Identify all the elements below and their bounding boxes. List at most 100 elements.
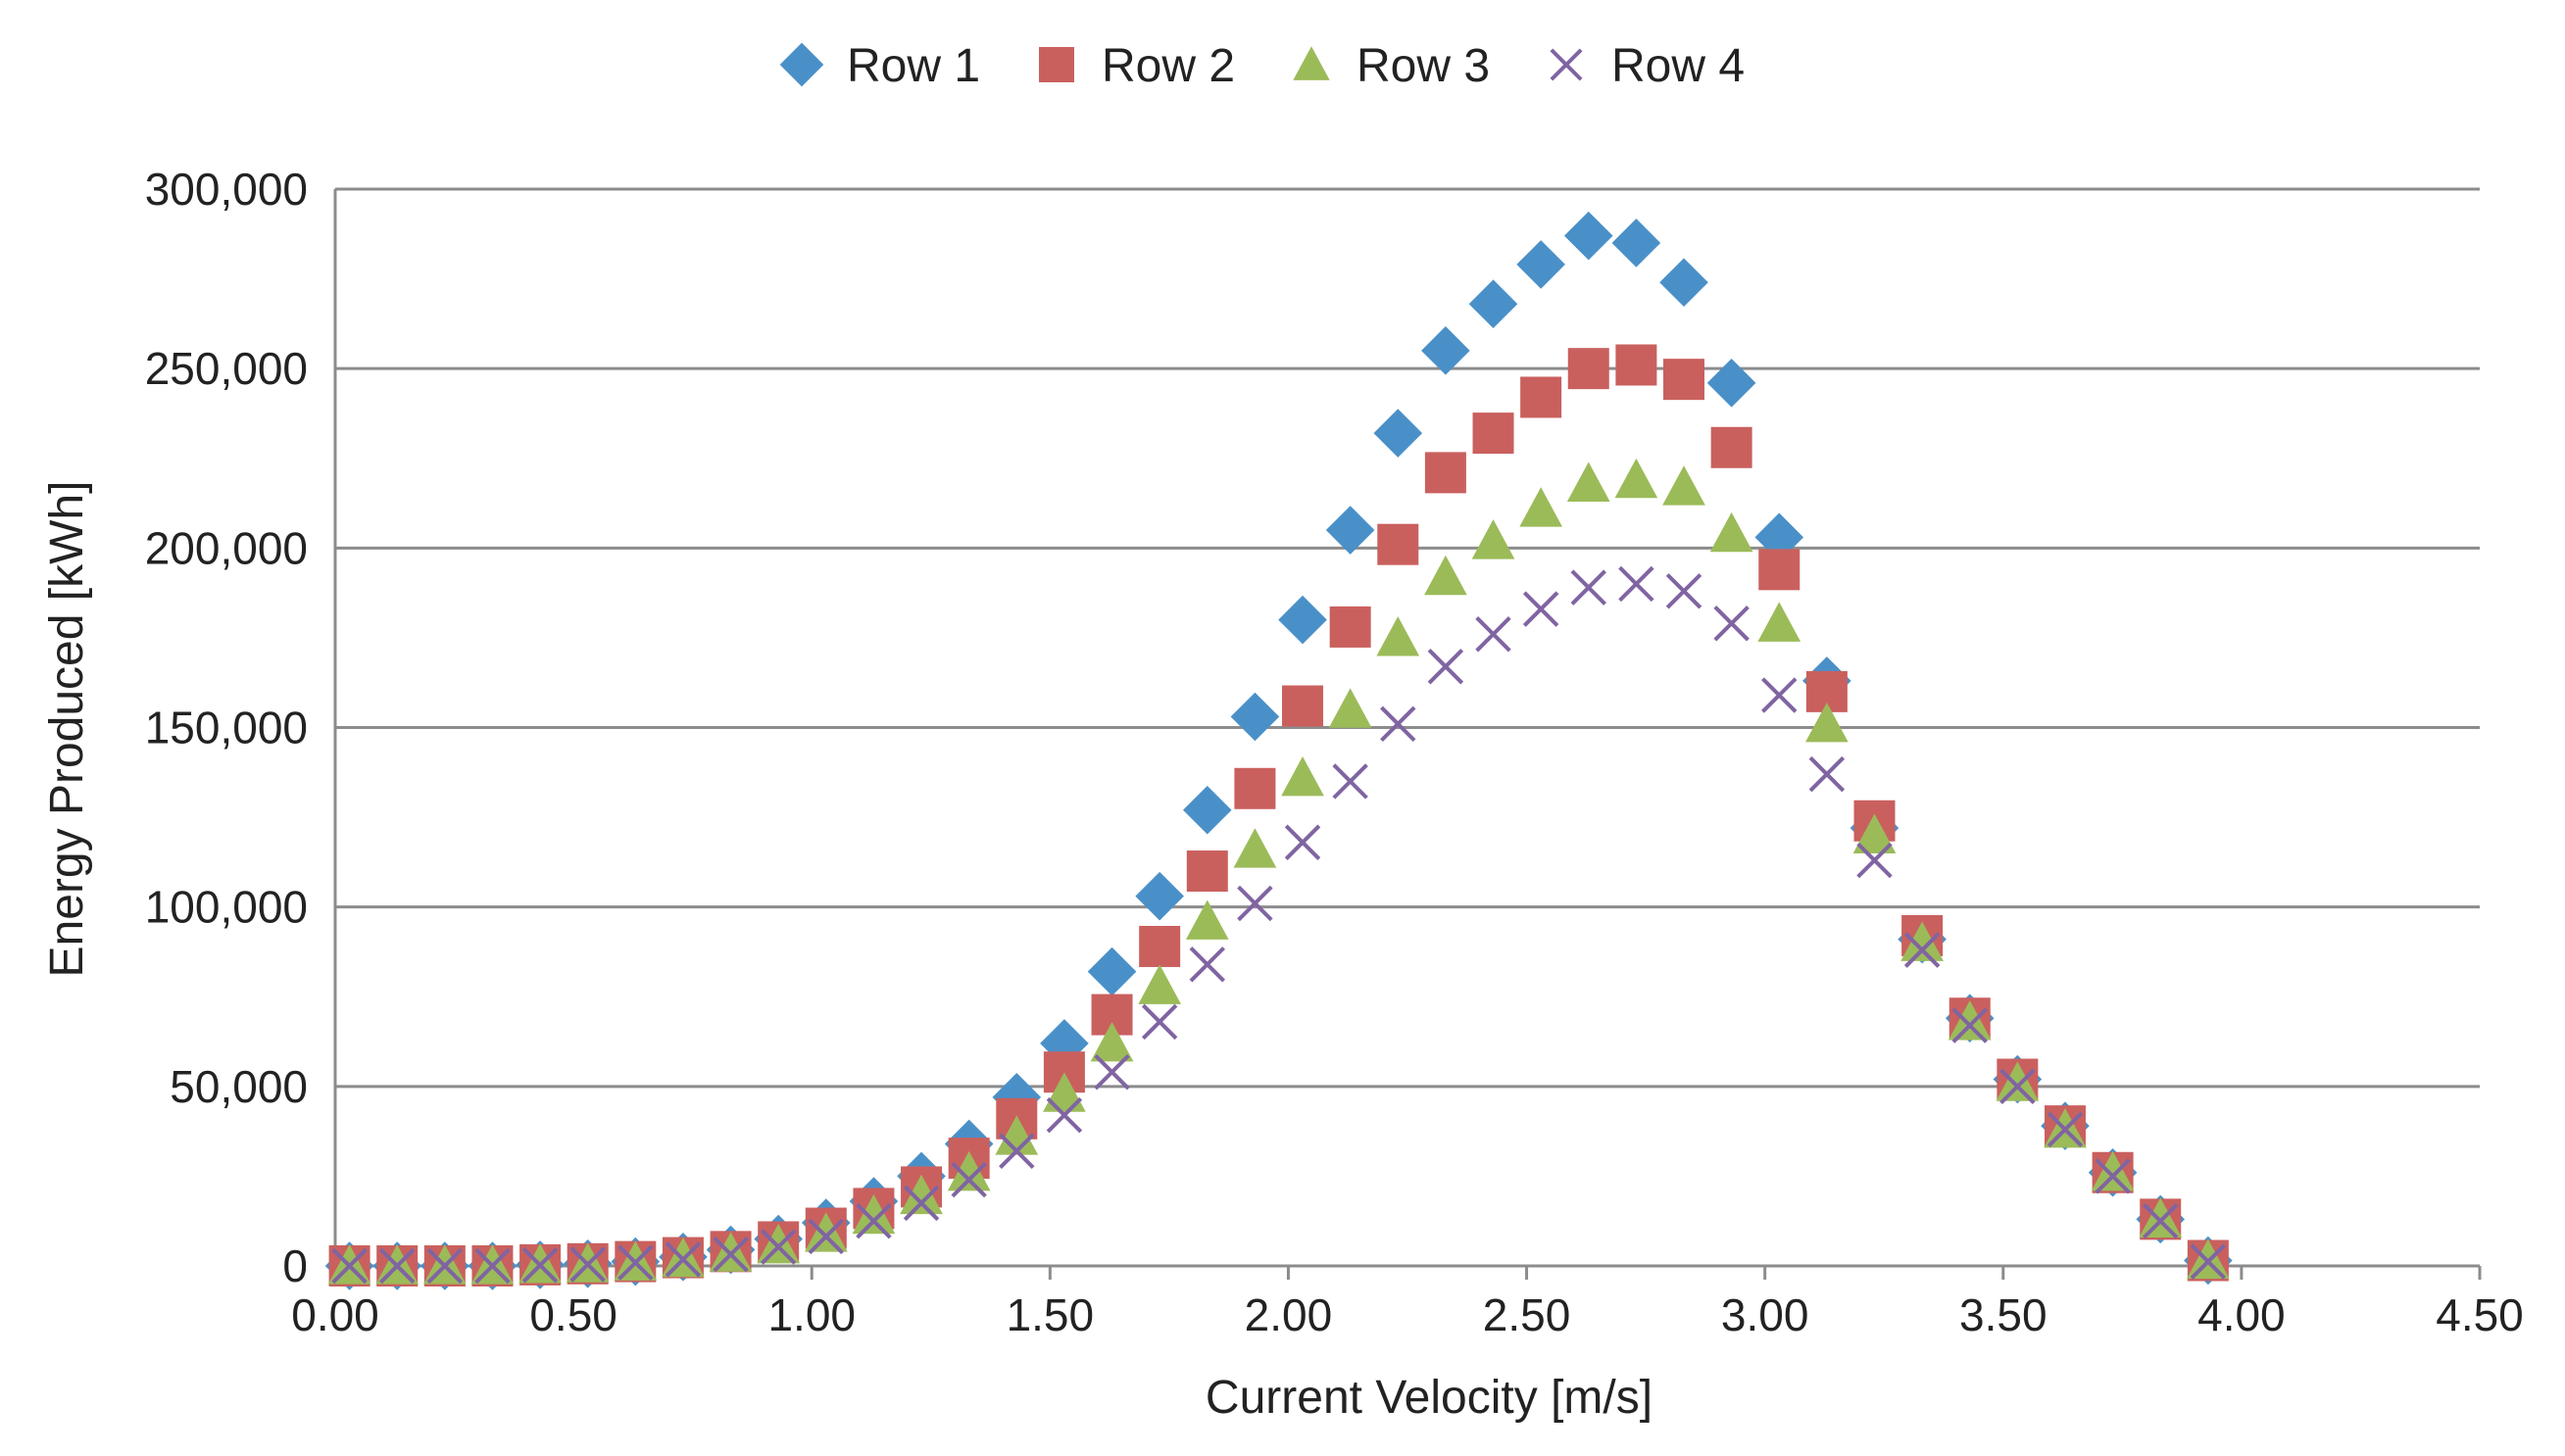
data-point bbox=[808, 1218, 845, 1255]
data-point bbox=[1710, 426, 1752, 468]
x-tick-label: 4.00 bbox=[2197, 1289, 2286, 1340]
data-point bbox=[760, 1229, 797, 1265]
legend-item-row-1: Row 1 bbox=[779, 40, 980, 92]
y-tick-label: 300,000 bbox=[145, 164, 308, 215]
y-tick-label: 100,000 bbox=[145, 882, 308, 933]
data-point bbox=[1713, 606, 1750, 642]
x-axis-title: Current Velocity [m/s] bbox=[1206, 1372, 1652, 1424]
data-point bbox=[521, 1247, 559, 1284]
data-point bbox=[1189, 946, 1226, 983]
legend-marker-triangle bbox=[1293, 46, 1330, 80]
data-point bbox=[2190, 1243, 2227, 1280]
data-point bbox=[995, 1115, 1039, 1155]
legend-label: Row 1 bbox=[847, 40, 980, 92]
data-point bbox=[2143, 1202, 2179, 1239]
legend-marker-square bbox=[1039, 47, 1074, 82]
x-tick-label: 0.00 bbox=[291, 1289, 379, 1340]
data-point bbox=[999, 1133, 1035, 1169]
data-point bbox=[1138, 964, 1182, 1004]
y-tick-label: 150,000 bbox=[145, 703, 308, 753]
data-point bbox=[1087, 946, 1137, 996]
data-point bbox=[617, 1244, 654, 1281]
data-point bbox=[1856, 842, 1893, 879]
data-point bbox=[1618, 565, 1654, 603]
data-point bbox=[1852, 813, 1897, 853]
x-tick-label: 4.50 bbox=[2436, 1289, 2524, 1340]
y-axis-title: Energy Produced [kWh] bbox=[41, 481, 93, 978]
data-point bbox=[804, 1212, 848, 1252]
data-point bbox=[1281, 755, 1324, 797]
legend-label: Row 4 bbox=[1611, 40, 1745, 92]
x-tick-label: 1.50 bbox=[1007, 1289, 1095, 1340]
data-point bbox=[1570, 569, 1606, 606]
data-point bbox=[1472, 413, 1514, 455]
y-tick-label: 200,000 bbox=[145, 522, 308, 573]
data-point bbox=[1234, 767, 1276, 809]
data-point bbox=[1237, 885, 1273, 922]
data-point bbox=[1665, 573, 1702, 609]
data-point bbox=[1182, 785, 1232, 835]
data-point bbox=[1139, 925, 1181, 967]
data-point bbox=[1999, 1068, 2036, 1105]
data-point bbox=[1332, 763, 1368, 800]
gridlines bbox=[335, 187, 2480, 1089]
data-point bbox=[1471, 519, 1515, 559]
legend-label: Row 2 bbox=[1102, 40, 1235, 92]
data-point bbox=[1566, 461, 1610, 502]
data-point bbox=[2047, 1111, 2084, 1148]
data-point bbox=[378, 1247, 416, 1285]
data-point bbox=[1373, 409, 1423, 458]
y-tick-label: 250,000 bbox=[145, 343, 308, 394]
data-point bbox=[1094, 1053, 1130, 1091]
data-point bbox=[1475, 616, 1511, 653]
data-point bbox=[1614, 458, 1658, 499]
legend-item-row-4: Row 4 bbox=[1550, 40, 1745, 92]
legend: Row 1 Row 2 Row 3 Row 4 bbox=[779, 40, 1745, 92]
data-point bbox=[713, 1237, 749, 1273]
data-point bbox=[1424, 555, 1467, 596]
data-point bbox=[1328, 688, 1372, 728]
data-point bbox=[856, 1202, 892, 1239]
series-row-2 bbox=[328, 344, 2229, 1286]
legend-marker-x bbox=[1550, 48, 1583, 81]
data-point bbox=[1948, 1000, 1992, 1041]
data-point bbox=[1611, 218, 1661, 267]
data-point bbox=[1427, 649, 1464, 685]
y-tick-label: 50,000 bbox=[170, 1061, 308, 1112]
data-point bbox=[1329, 606, 1371, 648]
data-point bbox=[1805, 702, 1849, 743]
data-point bbox=[1519, 487, 1562, 527]
data-point bbox=[1424, 452, 1466, 494]
data-point bbox=[757, 1223, 801, 1264]
data-point bbox=[1141, 1003, 1178, 1041]
series-row-4 bbox=[331, 565, 2227, 1285]
data-point bbox=[1709, 511, 1753, 553]
x-tick-label: 2.50 bbox=[1483, 1289, 1571, 1340]
series-row-1 bbox=[324, 211, 2233, 1290]
data-point bbox=[426, 1247, 464, 1285]
data-point bbox=[1758, 549, 1800, 591]
data-points bbox=[324, 211, 2233, 1290]
data-point bbox=[1567, 348, 1609, 390]
data-point bbox=[1380, 705, 1416, 743]
data-point bbox=[1284, 824, 1321, 860]
data-point bbox=[2095, 1158, 2131, 1194]
y-tick-labels: 0 50,000 100,000 150,000 200,000 250,000 300,0… bbox=[145, 164, 308, 1291]
data-point bbox=[1468, 279, 1518, 329]
data-point bbox=[1900, 921, 1944, 961]
data-point bbox=[1522, 591, 1559, 627]
data-point bbox=[1376, 616, 1420, 656]
x-tick-label: 1.00 bbox=[767, 1289, 856, 1340]
data-point bbox=[1090, 1022, 1134, 1062]
x-tick-label: 3.50 bbox=[1959, 1289, 2047, 1340]
data-point bbox=[569, 1246, 606, 1283]
data-point bbox=[2091, 1150, 2135, 1191]
data-point bbox=[1662, 465, 1705, 506]
data-point bbox=[1951, 1007, 1988, 1043]
data-point bbox=[1706, 359, 1756, 408]
data-point bbox=[1659, 258, 1708, 308]
data-point bbox=[1761, 677, 1798, 713]
data-point bbox=[1421, 326, 1470, 375]
data-point bbox=[1615, 344, 1657, 386]
